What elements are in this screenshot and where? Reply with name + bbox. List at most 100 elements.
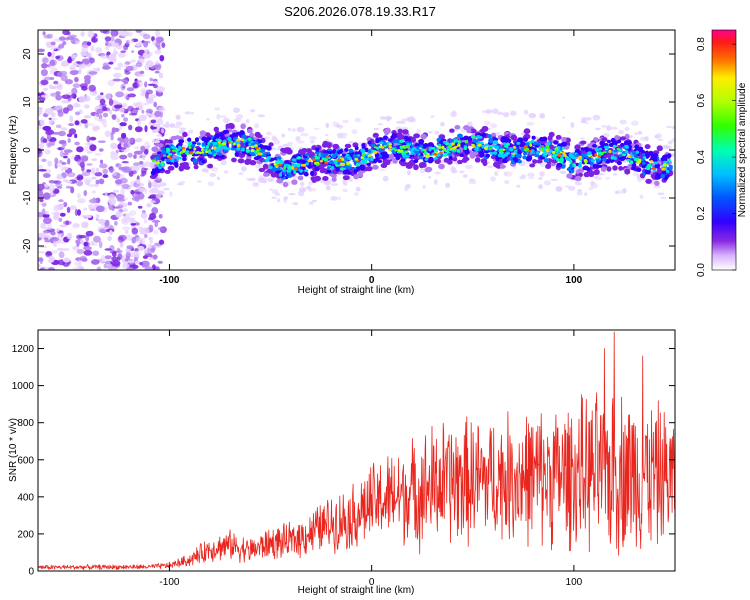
spectrogram-cell bbox=[345, 153, 350, 157]
spectrogram-cell bbox=[651, 167, 656, 170]
spectrogram-cell bbox=[157, 143, 164, 148]
spectrogram-cell bbox=[67, 158, 71, 165]
spectrogram-cell bbox=[169, 191, 173, 197]
spectrogram-cell bbox=[49, 45, 57, 51]
spectrogram-cell bbox=[160, 160, 164, 165]
spectrogram-cell bbox=[63, 166, 69, 171]
spectrogram-cell bbox=[656, 145, 663, 152]
spectrogram-cell bbox=[60, 74, 68, 82]
spectrogram-cell bbox=[143, 219, 147, 224]
spectrogram-cell bbox=[223, 117, 230, 124]
spectrogram-cell bbox=[377, 143, 381, 147]
spectrogram-cell bbox=[99, 159, 104, 164]
spectrogram-cell bbox=[299, 169, 303, 173]
spectrogram-cell bbox=[165, 144, 171, 149]
spectrogram-cell bbox=[370, 143, 376, 147]
spectrogram-cell bbox=[516, 184, 521, 188]
spectrogram-cell bbox=[434, 171, 441, 175]
spectrogram-cell bbox=[387, 148, 392, 151]
spectrogram-cell bbox=[301, 159, 306, 165]
spectrogram-cell bbox=[72, 223, 80, 229]
spectrogram-cell bbox=[499, 151, 504, 155]
spectrogram-cell bbox=[538, 177, 543, 180]
spectrogram-cell bbox=[83, 246, 92, 251]
spectrogram-cell bbox=[88, 71, 98, 75]
spectrogram-cell bbox=[335, 166, 340, 172]
spectrogram-cell bbox=[610, 137, 616, 143]
spectrogram-cell bbox=[41, 158, 47, 162]
spectrogram-cell bbox=[122, 226, 131, 231]
spectrogram-cell bbox=[599, 140, 606, 146]
spectrogram-cell bbox=[178, 139, 185, 144]
spectrogram-cell bbox=[176, 152, 181, 156]
spectrogram-cell bbox=[488, 139, 493, 144]
spectrogram-cell bbox=[116, 247, 121, 254]
spectrogram-cell bbox=[291, 158, 297, 162]
spectrogram-cell bbox=[397, 149, 401, 152]
spectrogram-cell bbox=[94, 96, 100, 101]
spectrogram-cell bbox=[81, 221, 89, 229]
spectrogram-cell bbox=[325, 185, 331, 191]
spectrogram-cell bbox=[528, 177, 535, 180]
spectrogram-cell bbox=[144, 249, 148, 253]
spectrogram-cell bbox=[579, 140, 587, 145]
spectrogram-cell bbox=[530, 149, 535, 153]
spectrogram-cell bbox=[537, 142, 541, 146]
snr-y-tick-label: 1200 bbox=[12, 344, 35, 355]
spectrogram-cell bbox=[44, 239, 52, 243]
spectrogram-cell bbox=[591, 159, 595, 163]
spectrogram-cell bbox=[361, 160, 366, 164]
spectrogram-cell bbox=[141, 210, 146, 214]
spectrogram-cell bbox=[577, 189, 583, 192]
spectrogram-cell bbox=[300, 132, 309, 137]
spectrogram-cell bbox=[119, 154, 128, 160]
spectrogram-cell bbox=[612, 165, 618, 171]
spectrogram-cell bbox=[265, 158, 270, 162]
spectrogram-cell bbox=[418, 162, 425, 169]
spectrogram-cell bbox=[334, 158, 338, 162]
spectrogram-cell bbox=[98, 114, 103, 121]
spectrogram-cell bbox=[360, 165, 366, 171]
spectrogram-cell bbox=[574, 149, 581, 154]
spectrogram-cell bbox=[91, 259, 100, 265]
spectrogram-cell bbox=[653, 161, 659, 165]
spectrogram-cell bbox=[396, 121, 404, 124]
spectrogram-cell bbox=[630, 120, 639, 126]
spectrogram-cell bbox=[597, 164, 603, 168]
spectrogram-cell bbox=[400, 158, 406, 162]
spectrogram-cell bbox=[236, 140, 241, 144]
spectrogram-cell bbox=[354, 157, 359, 161]
spectrogram-cell bbox=[109, 165, 114, 173]
spectrogram-cell bbox=[146, 97, 154, 104]
spectrogram-cell bbox=[466, 128, 472, 134]
spectrogram-cell bbox=[170, 158, 175, 163]
spectrogram-cell bbox=[151, 81, 159, 85]
spectrogram-cell bbox=[135, 42, 141, 47]
spectrogram-cell bbox=[54, 105, 63, 110]
spectrogram-cell bbox=[413, 133, 420, 139]
spectrogram-cell bbox=[459, 153, 464, 157]
spectrogram-cell bbox=[78, 68, 82, 75]
spectrogram-cell bbox=[104, 248, 112, 251]
spectrogram-cell bbox=[113, 67, 122, 71]
spectrogram-cell bbox=[233, 107, 240, 113]
spectrogram-cell bbox=[522, 152, 528, 156]
spectrogram-cell bbox=[122, 207, 129, 213]
spectrogram-cell bbox=[151, 140, 161, 144]
spectrogram-cell bbox=[325, 156, 330, 159]
spectrogram-cell bbox=[510, 110, 517, 116]
spectrogram-cell bbox=[603, 151, 607, 154]
spectrogram-cell bbox=[112, 51, 117, 57]
spectrogram-cell bbox=[555, 134, 562, 140]
spectrogram-cell bbox=[76, 146, 84, 153]
spectrogram-cell bbox=[123, 117, 129, 122]
spectrogram-cell bbox=[81, 155, 89, 162]
spectrogram-x-tick-label: 0 bbox=[369, 275, 375, 286]
spectrogram-cell bbox=[561, 136, 567, 143]
spectrogram-cell bbox=[594, 148, 599, 152]
spectrogram-cell bbox=[128, 137, 134, 144]
spectrogram-cell bbox=[110, 153, 119, 161]
spectrogram-cell bbox=[73, 261, 81, 266]
spectrogram-cell bbox=[342, 175, 350, 181]
spectrogram-cell bbox=[499, 148, 504, 152]
